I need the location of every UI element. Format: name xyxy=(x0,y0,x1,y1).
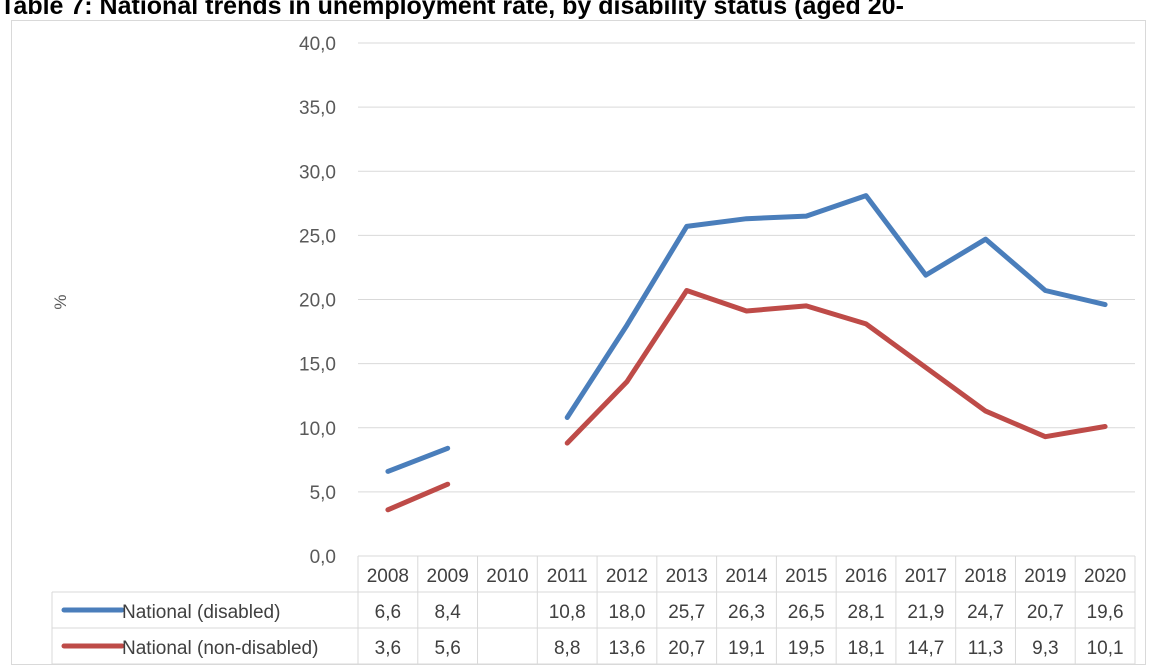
series-line xyxy=(385,445,451,474)
y-axis-label: % xyxy=(51,294,70,309)
series-lines xyxy=(385,193,1108,513)
data-label: 26,3 xyxy=(728,602,765,623)
y-tick-label: 15,0 xyxy=(299,355,336,376)
y-tick-label: 20,0 xyxy=(299,291,336,312)
data-label: 21,9 xyxy=(907,602,944,623)
series-line xyxy=(564,193,1108,420)
data-label: 19,1 xyxy=(728,638,765,659)
data-label: 5,6 xyxy=(434,638,460,659)
y-tick-label: 25,0 xyxy=(299,226,336,247)
x-tick-label: 2020 xyxy=(1084,566,1126,587)
y-tick-label: 0,0 xyxy=(310,547,336,568)
x-tick-label: 2017 xyxy=(905,566,947,587)
gridlines xyxy=(358,42,1135,493)
legend-label: National (disabled) xyxy=(122,602,280,623)
data-label: 26,5 xyxy=(788,602,825,623)
data-label: 11,3 xyxy=(968,638,1004,659)
data-label: 3,6 xyxy=(375,638,401,659)
data-label: 10,1 xyxy=(1087,638,1124,659)
x-tick-label: 2008 xyxy=(367,566,409,587)
x-tick-label: 2011 xyxy=(547,566,588,587)
data-label: 8,4 xyxy=(434,602,461,623)
x-tick-label: 2019 xyxy=(1024,566,1066,587)
data-label: 19,5 xyxy=(788,638,825,659)
x-tick-label: 2009 xyxy=(427,566,469,587)
y-tick-label: 5,0 xyxy=(310,483,336,504)
data-label: 25,7 xyxy=(668,602,705,623)
data-table: 2008 2009 2010 2011 2012 2013 2014 2015 2016 2017… xyxy=(51,555,1136,665)
data-label: 18,1 xyxy=(848,638,885,659)
data-label: 9,3 xyxy=(1032,638,1058,659)
data-label: 8,8 xyxy=(554,638,580,659)
y-tick-label: 30,0 xyxy=(299,162,336,183)
data-label: 28,1 xyxy=(848,602,885,623)
x-tick-label: 2012 xyxy=(606,566,648,587)
data-label: 19,6 xyxy=(1087,602,1124,623)
series-line xyxy=(385,481,451,513)
data-label: 20,7 xyxy=(1027,602,1064,623)
y-tick-label: 35,0 xyxy=(299,98,336,119)
data-label: 10,8 xyxy=(549,602,586,623)
x-tick-label: 2013 xyxy=(666,566,708,587)
x-tick-label: 2018 xyxy=(964,566,1006,587)
x-tick-label: 2016 xyxy=(845,566,887,587)
data-label: 6,6 xyxy=(375,602,401,623)
series-line xyxy=(564,288,1108,446)
legend-label: National (non-disabled) xyxy=(122,638,318,659)
chart-title: Table 7: National trends in unemployment… xyxy=(0,0,904,20)
x-tick-label: 2015 xyxy=(785,566,827,587)
data-label: 20,7 xyxy=(668,638,705,659)
data-label: 13,6 xyxy=(608,638,645,659)
y-tick-label: 10,0 xyxy=(299,419,336,440)
data-label: 14,7 xyxy=(907,638,944,659)
data-label: 18,0 xyxy=(608,602,645,623)
x-tick-label: 2010 xyxy=(486,566,528,587)
y-axis: 0,0 5,0 10,0 15,0 20,0 25,0 30,0 35,0 40,0 xyxy=(299,34,336,568)
data-label: 24,7 xyxy=(967,602,1004,623)
y-tick-label: 40,0 xyxy=(299,34,336,55)
x-tick-label: 2014 xyxy=(725,566,768,587)
